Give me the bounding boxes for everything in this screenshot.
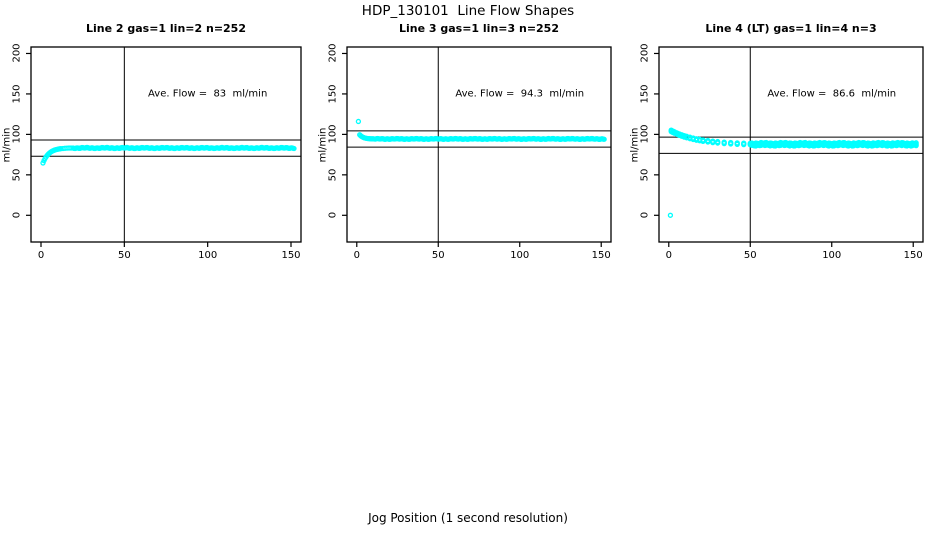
y-tick-label: 0 xyxy=(327,212,339,219)
plot-box xyxy=(658,46,924,243)
data-point xyxy=(710,138,716,144)
data-point xyxy=(715,138,721,145)
x-tick-label: 50 xyxy=(117,250,131,261)
panel-line-3: Line 3 gas=1 lin=3 n=252 ml/min Ave. Flo… xyxy=(318,22,612,261)
data-point xyxy=(681,132,687,139)
y-tick-label: 150 xyxy=(11,84,23,104)
figure-title: HDP_130101 Line Flow Shapes xyxy=(361,3,575,19)
data-point xyxy=(741,140,747,146)
x-tick-label: 0 xyxy=(665,250,672,261)
y-tick-label: 50 xyxy=(11,168,23,182)
data-point xyxy=(700,137,706,143)
data-point xyxy=(676,131,683,137)
panel-line-2: Line 2 gas=1 lin=2 n=252 ml/min Ave. Flo… xyxy=(2,22,302,261)
x-tick-label: 150 xyxy=(591,250,611,261)
y-tick-label: 150 xyxy=(639,84,651,104)
x-tick-label: 150 xyxy=(281,250,301,261)
y-tick-label: 0 xyxy=(11,212,23,219)
y-tick-label: 100 xyxy=(639,124,651,144)
y-tick-label: 100 xyxy=(11,124,23,144)
plot-box xyxy=(346,46,612,243)
panel-line-4-lt: Line 4 (LT) gas=1 lin=4 n=3 ml/min Ave. … xyxy=(630,22,924,261)
data-point xyxy=(697,136,703,142)
data-point xyxy=(913,140,919,146)
data-point xyxy=(291,145,297,152)
panel-title: Line 4 (LT) gas=1 lin=4 n=3 xyxy=(705,22,877,35)
y-tick-label: 150 xyxy=(327,84,339,104)
data-point xyxy=(679,132,685,138)
x-tick-label: 50 xyxy=(743,250,757,261)
y-tick-label: 50 xyxy=(639,168,651,182)
ave-flow-annotation: Ave. Flow = 86.6 ml/min xyxy=(767,88,897,100)
x-tick-label: 50 xyxy=(431,250,445,261)
x-tick-label: 0 xyxy=(37,250,45,261)
data-point xyxy=(601,136,607,142)
plot-area xyxy=(654,46,924,247)
figure-x-axis-label: Jog Position (1 second resolution) xyxy=(368,511,568,525)
ave-flow-annotation: Ave. Flow = 94.3 ml/min xyxy=(455,88,585,100)
plot-area xyxy=(342,46,612,247)
ave-flow-annotation: Ave. Flow = 83 ml/min xyxy=(148,88,268,100)
y-tick-label: 0 xyxy=(639,212,651,219)
x-tick-label: 0 xyxy=(353,250,360,261)
data-point xyxy=(355,118,362,125)
panel-title: Line 2 gas=1 lin=2 n=252 xyxy=(85,22,246,35)
plot-area xyxy=(26,46,302,247)
data-point xyxy=(734,140,740,146)
y-tick-label: 50 xyxy=(327,168,339,182)
x-tick-label: 100 xyxy=(822,250,842,261)
x-tick-label: 100 xyxy=(198,250,218,261)
y-tick-label: 200 xyxy=(327,43,339,64)
data-point xyxy=(721,139,727,145)
data-point xyxy=(693,136,700,142)
data-point xyxy=(705,137,711,144)
panel-title: Line 3 gas=1 lin=3 n=252 xyxy=(398,22,559,35)
x-tick-label: 150 xyxy=(903,250,923,261)
x-tick-label: 100 xyxy=(510,250,530,261)
data-point xyxy=(667,212,674,218)
y-tick-label: 200 xyxy=(639,43,651,64)
data-point xyxy=(728,139,734,146)
y-tick-label: 200 xyxy=(11,43,23,64)
plot-box xyxy=(30,46,302,243)
y-tick-label: 100 xyxy=(327,124,339,144)
